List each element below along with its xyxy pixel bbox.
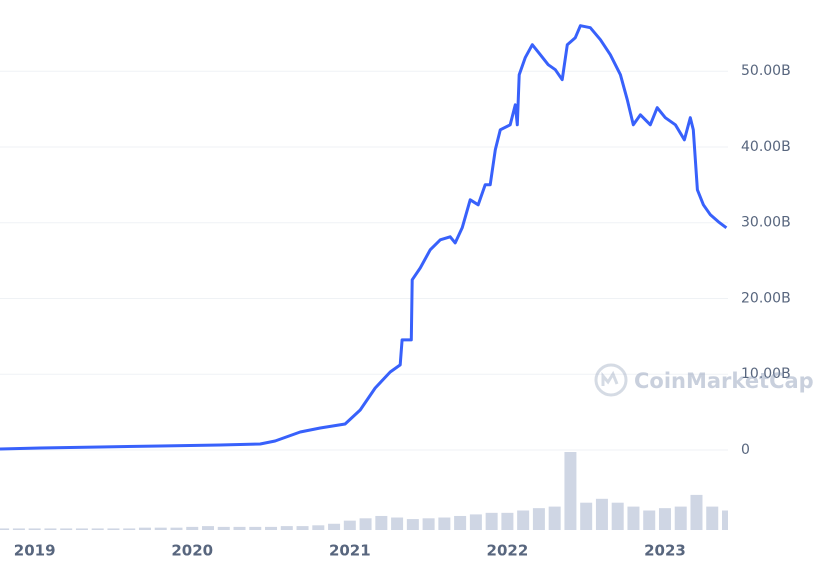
x-tick-label: 2020 <box>171 542 213 560</box>
y-tick-label: 10.00B <box>741 366 791 382</box>
y-tick-label: 20.00B <box>741 290 791 306</box>
y-tick-label: 40.00B <box>741 139 791 155</box>
volume-bar <box>706 506 719 530</box>
volume-bar <box>469 514 482 530</box>
volume-bar <box>170 527 183 530</box>
volume-bar <box>154 527 167 530</box>
volume-bar <box>0 528 10 530</box>
volume-bar <box>202 526 214 530</box>
volume-bar <box>674 506 687 530</box>
x-tick-label: 2022 <box>487 542 529 560</box>
volume-bar <box>375 515 388 530</box>
volume-bar <box>265 526 278 530</box>
y-tick-label: 30.00B <box>741 215 791 231</box>
volume-bar <box>91 528 104 530</box>
volume-bar <box>454 515 467 530</box>
volume-bar <box>611 502 624 530</box>
x-tick-label: 2019 <box>14 542 56 560</box>
volume-bar <box>60 528 73 530</box>
x-tick-label: 2021 <box>329 542 371 560</box>
y-tick-label: 50.00B <box>741 63 791 79</box>
volume-bar <box>391 517 404 530</box>
volume-bar <box>44 528 57 530</box>
volume-bar <box>343 520 356 530</box>
volume-bar <box>595 498 608 530</box>
volume-bar <box>123 528 136 530</box>
volume-bar <box>296 526 309 530</box>
volume-bar <box>501 512 514 530</box>
volume-bar <box>643 510 656 530</box>
volume-bar <box>485 512 498 530</box>
main-plot: 0 10.00B 20.00B 30.00B 40.00B 50.00B 2019 2020 2… <box>0 24 791 560</box>
volume-bar <box>217 526 230 530</box>
volume-bar <box>722 510 728 530</box>
volume-bar <box>422 518 435 530</box>
volume-bar <box>658 508 671 530</box>
volume-bar <box>627 506 640 530</box>
volume-bar <box>12 528 25 530</box>
volume-bar <box>249 526 262 530</box>
logo-mark <box>601 370 619 386</box>
price-line <box>0 24 728 451</box>
volume-bar <box>548 506 561 530</box>
volume-bar <box>233 526 246 530</box>
volume-bar <box>312 525 325 530</box>
volume-bar <box>690 494 703 530</box>
volume-plot <box>0 452 728 530</box>
volume-bar <box>532 508 545 530</box>
volume-bar <box>328 523 341 530</box>
x-tick-label: 2023 <box>644 542 686 560</box>
watermark-logo <box>594 363 628 397</box>
volume-bar <box>28 528 41 530</box>
y-tick-label: 0 <box>741 442 750 458</box>
volume-bar <box>438 517 451 530</box>
volume-bar <box>107 528 120 530</box>
volume-bar <box>517 510 530 530</box>
volume-bar <box>406 519 419 530</box>
volume-bar <box>280 526 293 530</box>
logo-ring <box>594 363 628 397</box>
volume-bar <box>75 528 88 530</box>
volume-bar <box>138 527 151 530</box>
volume-bar <box>580 502 593 530</box>
volume-bar <box>564 452 577 530</box>
volume-bar <box>186 526 199 530</box>
watermark-text: CoinMarketCap <box>634 369 813 393</box>
volume-bar <box>359 518 372 530</box>
